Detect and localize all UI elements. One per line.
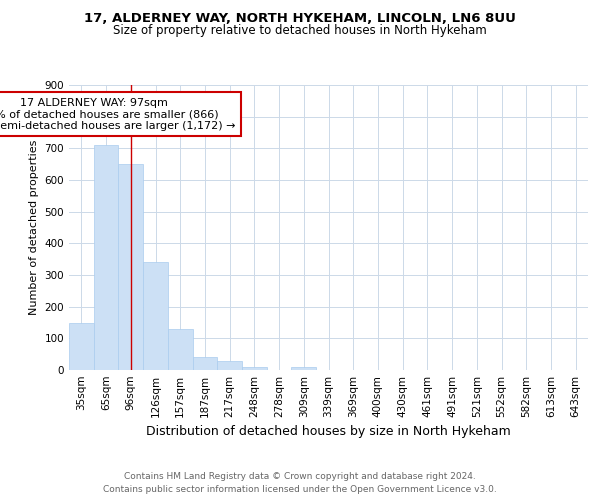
Text: 17, ALDERNEY WAY, NORTH HYKEHAM, LINCOLN, LN6 8UU: 17, ALDERNEY WAY, NORTH HYKEHAM, LINCOLN…: [84, 12, 516, 26]
Bar: [69, 322, 94, 370]
Text: Contains public sector information licensed under the Open Government Licence v3: Contains public sector information licen…: [103, 485, 497, 494]
Bar: [242, 367, 267, 370]
Bar: [143, 262, 168, 370]
Y-axis label: Number of detached properties: Number of detached properties: [29, 140, 39, 315]
Text: 17 ALDERNEY WAY: 97sqm
← 42% of detached houses are smaller (866)
57% of semi-de: 17 ALDERNEY WAY: 97sqm ← 42% of detached…: [0, 98, 235, 131]
Text: Contains HM Land Registry data © Crown copyright and database right 2024.: Contains HM Land Registry data © Crown c…: [124, 472, 476, 481]
Bar: [292, 368, 316, 370]
Bar: [217, 361, 242, 370]
Bar: [118, 164, 143, 370]
Text: Size of property relative to detached houses in North Hykeham: Size of property relative to detached ho…: [113, 24, 487, 37]
Bar: [193, 356, 217, 370]
X-axis label: Distribution of detached houses by size in North Hykeham: Distribution of detached houses by size …: [146, 426, 511, 438]
Bar: [168, 329, 193, 370]
Bar: [94, 145, 118, 370]
